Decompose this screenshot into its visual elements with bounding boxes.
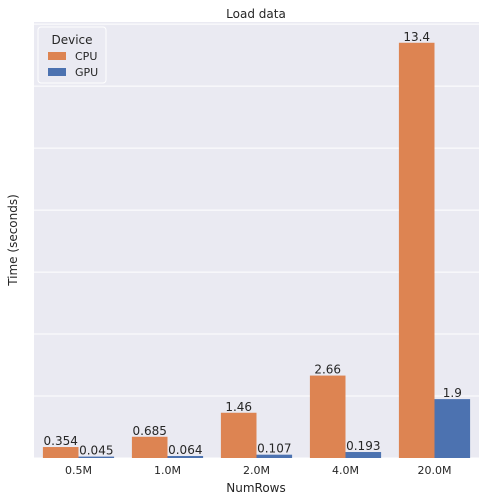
data-label-gpu-2.0M: 0.107	[257, 442, 291, 456]
data-label-cpu-0.5M: 0.354	[44, 434, 78, 448]
legend-label-cpu: CPU	[75, 50, 97, 63]
bar-cpu-4.0M	[310, 376, 346, 458]
legend-label-gpu: GPU	[75, 66, 98, 79]
legend-swatch-cpu	[48, 52, 66, 60]
data-label-gpu-4.0M: 0.193	[346, 439, 380, 453]
y-axis-label: Time (seconds)	[6, 194, 20, 287]
bar-gpu-20.0M	[435, 399, 471, 458]
bar-cpu-1.0M	[132, 437, 168, 458]
bar-cpu-0.5M	[43, 447, 79, 458]
data-label-gpu-20.0M: 1.9	[443, 386, 462, 400]
data-label-gpu-1.0M: 0.064	[168, 443, 202, 457]
x-tick-label: 20.0M	[418, 464, 452, 477]
bar-cpu-20.0M	[399, 43, 435, 458]
x-tick-labels: 0.5M 1.0M 2.0M 4.0M 20.0M	[65, 464, 451, 477]
data-label-cpu-20.0M: 13.4	[403, 30, 430, 44]
data-label-cpu-4.0M: 2.66	[314, 363, 341, 377]
chart-title: Load data	[226, 7, 286, 21]
x-axis-label: NumRows	[226, 481, 285, 495]
x-tick-label: 4.0M	[332, 464, 359, 477]
data-label-gpu-0.5M: 0.045	[79, 444, 113, 458]
bar-cpu-2.0M	[221, 413, 257, 458]
legend: Device CPU GPU	[38, 27, 106, 83]
legend-title: Device	[51, 33, 92, 47]
data-label-cpu-2.0M: 1.46	[225, 400, 252, 414]
data-label-cpu-1.0M: 0.685	[133, 424, 167, 438]
x-tick-label: 2.0M	[243, 464, 270, 477]
legend-swatch-gpu	[48, 68, 66, 76]
x-tick-label: 0.5M	[65, 464, 92, 477]
x-tick-label: 1.0M	[154, 464, 181, 477]
